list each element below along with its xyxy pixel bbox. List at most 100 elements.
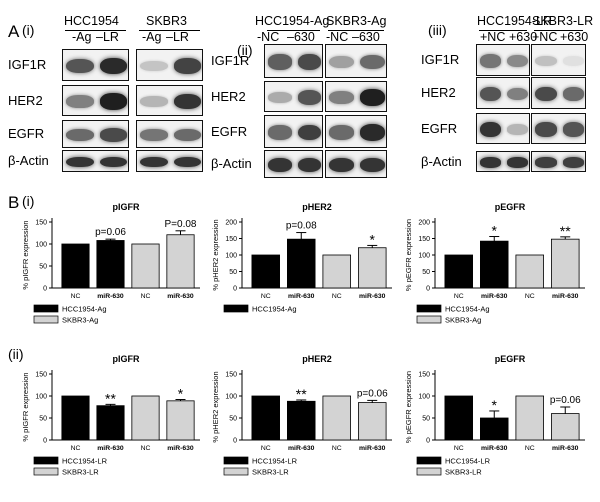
x-tick-label: NC	[454, 445, 464, 452]
protein-band	[99, 128, 127, 142]
legend-label: HCC1954-LR	[445, 457, 491, 466]
protein-band	[507, 124, 528, 135]
legend-label: SKBR3-LR	[62, 468, 99, 477]
blot-row-label: HER2	[421, 85, 456, 100]
significance-annotation: *	[492, 397, 498, 413]
bar	[480, 417, 509, 441]
bar	[551, 238, 580, 289]
protein-band	[140, 96, 168, 107]
y-tick-label: 50	[39, 264, 47, 271]
blot-image	[264, 115, 323, 148]
protein-band	[507, 87, 528, 101]
blot-image	[264, 150, 323, 178]
blot-row-label: HER2	[8, 92, 43, 108]
protein-band	[99, 93, 127, 110]
lane-label: –LR	[96, 30, 119, 44]
blot-image	[264, 44, 323, 78]
y-tick-label: 150	[35, 372, 47, 379]
protein-band	[535, 55, 557, 67]
blot-image	[62, 120, 129, 148]
y-tick-label: 50	[422, 416, 430, 423]
protein-band	[360, 89, 385, 106]
blot-row-label: β-Actin	[211, 156, 252, 171]
bar-chart: pEGFR % pEGFR expression 0 50 100 150 200 NC * mi…	[404, 202, 585, 325]
significance-annotation: p=0.08	[286, 221, 317, 232]
y-tick-label: 50	[229, 416, 237, 423]
x-tick-label: NC	[141, 293, 151, 300]
blot-image	[325, 150, 387, 178]
bar	[358, 402, 387, 441]
legend-swatch	[33, 315, 59, 324]
lane-label: –LR	[166, 30, 189, 44]
lane-label: –630	[352, 30, 380, 44]
y-tick-label: 0	[43, 286, 47, 293]
blot-image	[62, 150, 129, 172]
y-tick-label: 50	[422, 269, 430, 276]
legend-label: SKBR3-Ag	[62, 316, 98, 325]
x-tick-label: miR-630	[481, 445, 508, 452]
y-tick-label: 100	[225, 253, 237, 260]
cell-line-title: HCC1954-LR	[477, 14, 553, 28]
bar-chart: pHER2 % pHER2 expression 0 50 100 150 NC ** miR-…	[211, 354, 392, 477]
bar	[96, 405, 125, 441]
y-axis-label: % pHER2 expression	[211, 371, 220, 442]
cell-underline	[534, 30, 583, 31]
y-tick-label: 200	[418, 220, 430, 227]
blot-row-label: IGF1R	[421, 52, 460, 67]
protein-band	[268, 91, 292, 103]
blot-image	[531, 44, 586, 76]
y-tick-label: 0	[233, 438, 237, 445]
significance-annotation: *	[492, 223, 498, 239]
legend-swatch	[223, 304, 249, 313]
legend-label: HCC1954-Ag	[445, 305, 490, 314]
x-tick-label: miR-630	[481, 293, 508, 300]
cell-underline	[328, 30, 384, 31]
cell-underline	[139, 30, 200, 31]
cell-underline	[267, 30, 320, 31]
x-tick-label: NC	[525, 293, 535, 300]
cell-line-title: SKBR3	[146, 14, 187, 28]
chart-title: pEGFR	[495, 354, 526, 364]
protein-band	[480, 121, 501, 138]
lane-label: +630	[509, 30, 538, 44]
y-tick-label: 100	[35, 394, 47, 401]
chart-title: pHER2	[302, 202, 332, 212]
y-tick-label: 150	[35, 220, 47, 227]
y-tick-label: 100	[35, 242, 47, 249]
blot-row-label: EGFR	[421, 120, 458, 136]
chart-title: pEGFR	[495, 202, 526, 212]
y-axis-label: % pHER2 expression	[211, 219, 220, 290]
y-tick-label: 150	[418, 236, 430, 243]
y-tick-label: 100	[225, 394, 237, 401]
y-axis-label: % pEGFR expression	[404, 371, 413, 443]
x-tick-label: NC	[261, 293, 271, 300]
y-tick-label: 0	[426, 286, 430, 293]
cell-line-title: SKBR3-LR	[532, 14, 594, 28]
protein-band	[507, 54, 528, 68]
chart-title: pIGFR	[113, 354, 140, 364]
blot-row-label: EGFR	[8, 126, 45, 141]
protein-band	[480, 86, 501, 102]
x-tick-label: NC	[71, 445, 81, 452]
legend-label: SKBR3-LR	[252, 468, 289, 477]
blot-row-label: EGFR	[211, 123, 248, 139]
y-tick-label: 50	[39, 416, 47, 423]
protein-band	[66, 156, 94, 168]
lane-label: +NC	[480, 30, 506, 44]
panel-a-roman-label: (ii)	[237, 42, 253, 58]
bar	[61, 395, 90, 441]
panel-a-letter: A	[8, 22, 20, 41]
blot-image	[476, 77, 530, 109]
x-tick-label: NC	[141, 445, 151, 452]
blot-row-label: β-Actin	[421, 153, 462, 169]
panel-b-roman-label: (i)	[22, 193, 35, 209]
protein-band	[173, 93, 201, 110]
protein-band	[360, 124, 385, 141]
blot-row-label: HER2	[211, 88, 246, 104]
bar	[131, 243, 160, 289]
cell-underline	[65, 30, 126, 31]
bar	[287, 400, 316, 441]
blot-image	[136, 49, 203, 81]
x-tick-label: miR-630	[359, 445, 386, 452]
